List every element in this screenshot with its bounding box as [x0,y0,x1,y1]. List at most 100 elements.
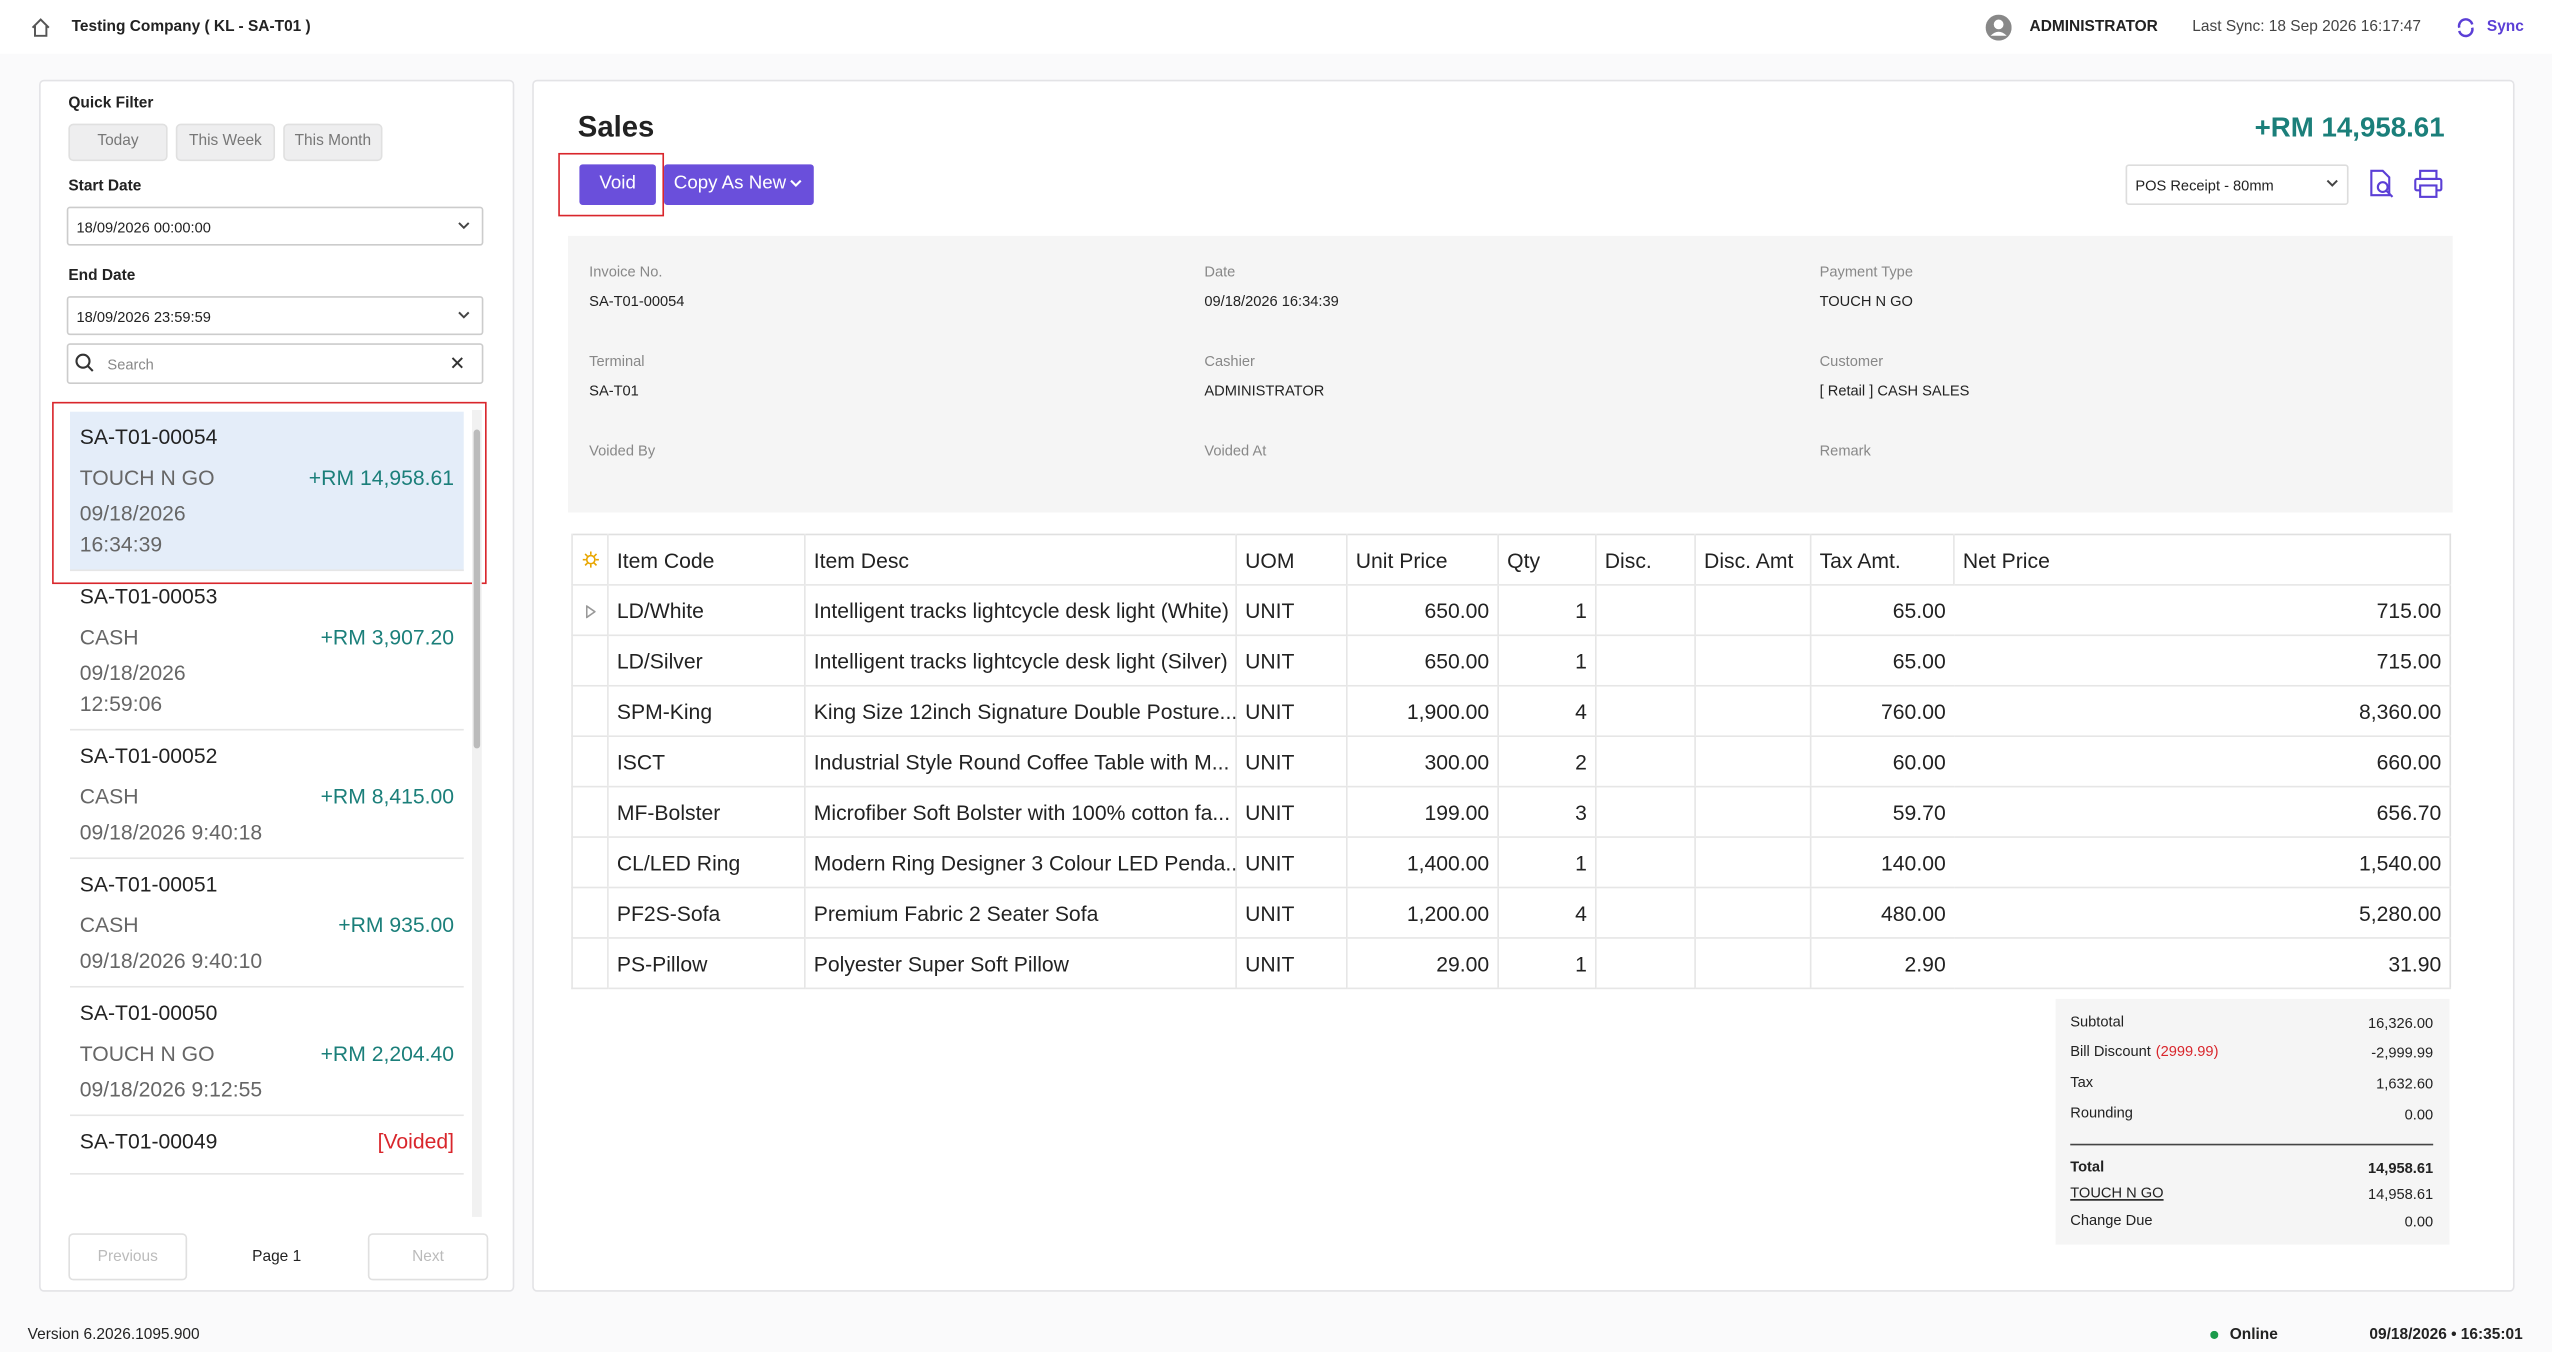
summary-value: 14,958.61 [2368,1160,2434,1177]
invoice-id: SA-T01-00054 [79,424,218,450]
preview-icon[interactable] [2366,169,2395,198]
cell: 715.00 [1953,584,2451,637]
column-header: Unit Price [1345,534,1499,586]
receipt-select[interactable]: POS Receipt - 80mm [2125,164,2349,205]
item-row: SA-T01-00053 [80,578,454,618]
payment-type: TOUCH N GO [79,1040,215,1065]
chevron [2326,179,2338,187]
sale-item[interactable]: SA-T01-00053 CASH +RM 3,907.20 09/18/2026 12… [69,571,464,731]
datetime: 09/18/2026 [79,660,186,685]
sale-item[interactable]: SA-T01-00052 CASH +RM 8,415.00 09/18/2026 9… [69,731,464,860]
cell: 1 [1497,837,1596,889]
cell: 2.90 [1809,937,1954,990]
sync-button[interactable]: Sync [2486,17,2524,36]
cell: LD/Silver [607,635,805,687]
search-input[interactable]: Search [66,343,484,384]
cell: Modern Ring Designer 3 Colour LED Penda.… [804,837,1237,889]
amount: +RM 935.00 [338,911,455,937]
cell: 31.90 [1953,937,2451,990]
highlight-box [558,152,665,217]
info-value: SA-T01-00054 [589,292,685,310]
print-icon[interactable] [2414,169,2443,198]
next-button[interactable]: Next [367,1233,489,1281]
table-row[interactable]: SPM-King King Size 12inch Signature Doubl… [571,685,2451,738]
avatar[interactable] [1985,14,2012,41]
icon-cell [571,534,608,586]
sync-icon[interactable] [2454,16,2477,39]
table-row[interactable]: CL/LED Ring Modern Ring Designer 3 Colour… [571,837,2451,889]
info-label: Terminal [589,353,645,370]
invoice-id: SA-T01-00051 [79,872,218,897]
item-row: CASH +RM 8,415.00 [80,777,454,817]
table-row[interactable]: ISCT Industrial Style Round Coffee Table … [571,736,2451,788]
sale-total: +RM 14,958.61 [2254,112,2445,144]
info-value: SA-T01 [589,382,639,399]
cell: 480.00 [1809,887,1954,939]
item-row: SA-T01-00049 [Voided] [80,1123,454,1163]
end-date-input[interactable]: 18/09/2026 23:59:59 [66,296,484,336]
row-icon [571,736,608,788]
label-text: Subtotal [2070,1013,2125,1030]
cell: UNIT [1235,887,1347,939]
invoice-id: SA-T01-00052 [79,743,218,768]
item-row: CASH +RM 3,907.20 [80,617,454,657]
cell: UNIT [1235,584,1347,637]
void-button[interactable]: Void [579,164,656,205]
cell: 8,360.00 [1953,685,2451,738]
column-header: Item Code [607,534,805,586]
filter-button[interactable]: Today [68,123,168,162]
amount: +RM 14,958.61 [308,464,455,489]
cell: 1,200.00 [1345,887,1499,939]
cell: 1,900.00 [1345,685,1499,738]
summary-label: Change Due [2070,1212,2152,1228]
amount: +RM 8,415.00 [320,783,455,808]
cell [1694,685,1811,738]
table-row[interactable]: PS-Pillow Polyester Super Soft Pillow UNIT… [571,937,2451,990]
cell: 660.00 [1953,736,2451,788]
filter-button[interactable]: This Week [175,123,276,162]
datetime: 12:59:06 [79,691,163,716]
copy-as-new-button[interactable]: Copy As New [664,164,814,205]
cell: King Size 12inch Signature Double Postur… [804,685,1237,738]
settings-icon[interactable] [581,550,599,567]
cell: Premium Fabric 2 Seater Sofa [804,887,1237,939]
payment-type: TOUCH N GO [79,464,215,489]
cell [1594,887,1696,939]
sale-item[interactable]: SA-T01-00049 [Voided] [69,1116,464,1174]
summary-label: Subtotal [2070,1014,2124,1030]
cell: SPM-King [607,685,805,738]
start-date-input[interactable]: 18/09/2026 00:00:00 [66,206,484,246]
label-text: TOUCH N GO [2070,1184,2164,1201]
label-text: Total [2070,1158,2105,1175]
previous-button[interactable]: Previous [68,1233,188,1281]
table-row[interactable]: PF2S-Sofa Premium Fabric 2 Seater Sofa UNI… [571,887,2451,939]
table-row[interactable]: MF-Bolster Microfiber Soft Bolster with 1… [571,786,2451,838]
user-name: ADMINISTRATOR [2029,17,2158,36]
info-label: Cashier [1204,353,1255,370]
summary-value: 14,958.61 [2368,1186,2434,1203]
table-row[interactable]: LD/Silver Intelligent tracks lightcycle d… [571,635,2451,687]
cell: 1,400.00 [1345,837,1499,889]
sale-item[interactable]: SA-T01-00050 TOUCH N GO +RM 2,204.40 09/18/… [69,988,464,1117]
void-status: [Voided] [377,1129,455,1154]
cell: 4 [1497,685,1596,738]
summary-box: Subtotal 16,326.00 Bill Discount (2999.99) -… [2055,998,2450,1245]
home-icon[interactable] [29,16,52,39]
sale-item[interactable]: SA-T01-00054 TOUCH N GO +RM 14,958.61 09/18… [69,411,464,572]
filter-button[interactable]: This Month [283,123,383,162]
cell: 1,540.00 [1953,837,2451,889]
item-row: SA-T01-00052 [80,737,454,777]
payment-type: CASH [79,783,139,808]
cell: 650.00 [1345,584,1499,637]
datetime: 09/18/2026 9:40:18 [79,819,263,845]
company-name: Testing Company ( KL - SA-T01 ) [71,17,311,36]
column-header: UOM [1235,534,1347,586]
invoice-id: SA-T01-00050 [79,1000,218,1025]
table-row[interactable]: LD/White Intelligent tracks lightcycle de… [571,584,2451,637]
summary-label: Rounding [2070,1105,2133,1121]
cell [1594,584,1696,637]
row-icon [571,887,608,939]
sale-item[interactable]: SA-T01-00051 CASH +RM 935.00 09/18/2026 9:4… [69,859,464,988]
cell [1694,887,1811,939]
